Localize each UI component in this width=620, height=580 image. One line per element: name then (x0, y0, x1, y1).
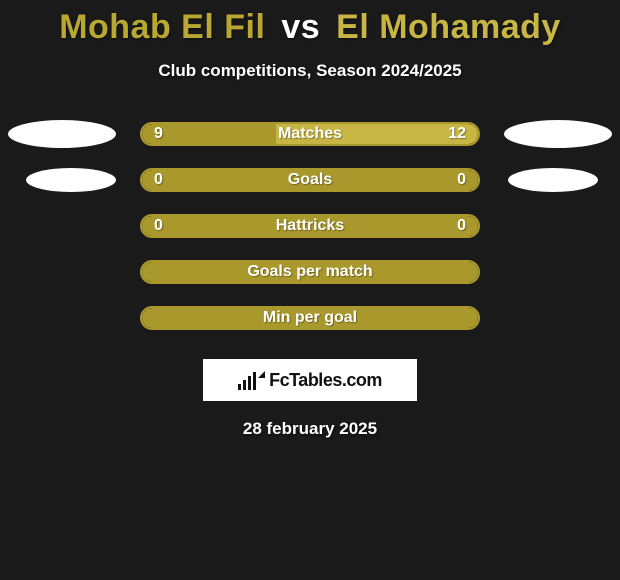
stat-label: Min per goal (263, 309, 357, 327)
player1-marker-icon (8, 120, 116, 148)
stat-value-left: 0 (154, 217, 163, 235)
player1-marker-icon (26, 168, 116, 192)
page-title: Mohab El Fil vs El Mohamady (0, 8, 620, 47)
title-player1: Mohab El Fil (59, 8, 265, 46)
stat-pill: Goals per match (140, 260, 480, 284)
stat-row: 0 0 Goals (0, 157, 620, 203)
stat-pill: 0 0 Hattricks (140, 214, 480, 238)
comparison-card: Mohab El Fil vs El Mohamady Club competi… (0, 0, 620, 439)
title-player2: El Mohamady (336, 8, 561, 46)
logo-arrow-icon (258, 371, 265, 378)
date-label: 28 february 2025 (0, 419, 620, 439)
logo-text: FcTables.com (269, 370, 382, 391)
stat-row: Goals per match (0, 249, 620, 295)
player2-marker-icon (508, 168, 598, 192)
stat-pill: Min per goal (140, 306, 480, 330)
stat-row: 0 0 Hattricks (0, 203, 620, 249)
player2-marker-icon (504, 120, 612, 148)
logo-bars-icon (238, 370, 256, 390)
stat-label: Matches (278, 125, 342, 143)
source-logo: FcTables.com (203, 359, 417, 401)
stat-value-right: 0 (457, 171, 466, 189)
stat-label: Goals (288, 171, 332, 189)
stat-pill: 9 12 Matches (140, 122, 480, 146)
stat-label: Hattricks (276, 217, 344, 235)
title-vs: vs (281, 8, 320, 46)
stat-pill: 0 0 Goals (140, 168, 480, 192)
stats-rows: 9 12 Matches 0 0 Goals 0 0 Hattricks Goals per ma… (0, 111, 620, 341)
stat-value-right: 0 (457, 217, 466, 235)
subtitle: Club competitions, Season 2024/2025 (0, 61, 620, 81)
stat-row: Min per goal (0, 295, 620, 341)
stat-label: Goals per match (247, 263, 372, 281)
stat-value-left: 9 (154, 125, 163, 143)
stat-value-left: 0 (154, 171, 163, 189)
stat-row: 9 12 Matches (0, 111, 620, 157)
stat-value-right: 12 (448, 125, 466, 143)
